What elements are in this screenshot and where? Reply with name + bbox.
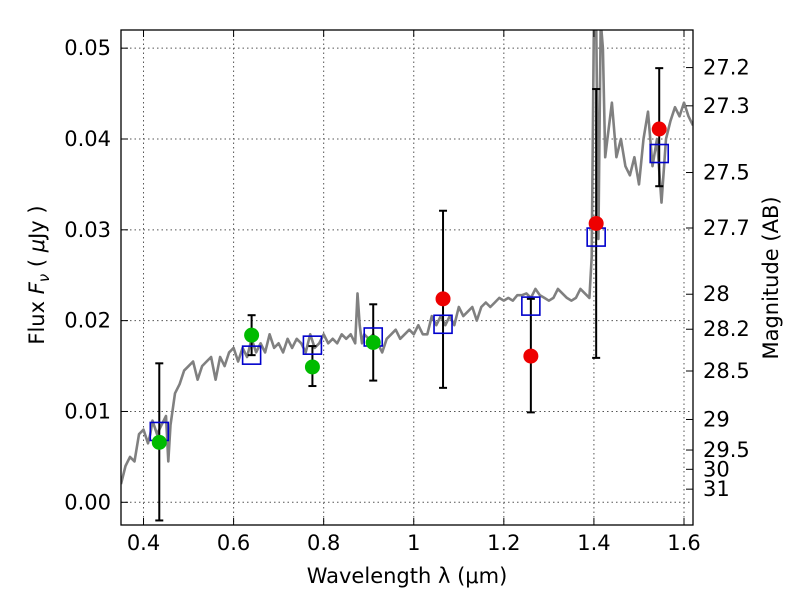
y-tick-label: 0.05 <box>64 36 111 60</box>
y-axis-title-mu: μ <box>25 239 49 253</box>
tick-labels: 0.4 0.6 0.8 1 1.2 1.4 1.6 0.00 0.01 0.02 0.03 0.04 0… <box>64 36 750 555</box>
observed-point-red <box>435 291 451 307</box>
x-tick-label: 1 <box>407 531 420 555</box>
y2-tick-label: 27.7 <box>703 216 750 240</box>
y2-tick-label: 27.2 <box>703 56 750 80</box>
model-photometry-square <box>433 314 453 335</box>
observed-point-green <box>151 434 167 450</box>
y2-tick-label: 28 <box>703 282 730 306</box>
y-tick-label: 0.01 <box>64 399 111 423</box>
y2-tick-label: 29 <box>703 407 730 431</box>
y2-tick-label: 27.3 <box>703 94 750 118</box>
observed-point-red <box>588 215 604 231</box>
x-tick-label: 1.2 <box>487 531 520 555</box>
y-tick-label: 0.04 <box>64 127 111 151</box>
y2-axis-title: Magnitude (AB) <box>759 196 783 359</box>
observed-point-red <box>651 121 667 137</box>
x-tick-label: 1.6 <box>667 531 700 555</box>
y2-tick-label: 30 <box>703 457 730 481</box>
x-tick-label: 0.8 <box>307 531 340 555</box>
y-tick-label: 0.00 <box>64 490 111 514</box>
model-photometry-square <box>521 296 541 316</box>
y-axis-title-nu: ν <box>35 274 53 282</box>
y2-tick-label: 29.5 <box>703 438 750 462</box>
observed-point-green <box>304 359 320 375</box>
x-tick-label: 1.4 <box>577 531 610 555</box>
y-tick-label: 0.02 <box>64 309 111 333</box>
x-axis-title: Wavelength λ (μm) <box>307 564 508 588</box>
model-photometry-square <box>302 335 323 355</box>
grid-lines <box>121 30 693 525</box>
y-axis-title-open: ( <box>25 252 49 274</box>
y2-tick-label: 31 <box>703 477 730 501</box>
data-markers <box>149 121 670 450</box>
y2-tick-label: 27.5 <box>703 161 750 185</box>
x-tick-label: 0.4 <box>127 531 160 555</box>
model-spectrum-line <box>121 30 693 485</box>
y-axis-title-flux: Flux <box>25 294 49 344</box>
y-tick-label: 0.03 <box>64 218 111 242</box>
observed-point-green <box>365 334 381 350</box>
y-axis-title: Flux Fν ( μJy ) <box>25 205 53 344</box>
y2-tick-label: 28.5 <box>703 359 750 383</box>
model-photometry-square <box>649 143 670 164</box>
observed-point-green <box>244 327 260 343</box>
y-axis-title-unit: Jy ) <box>25 205 49 241</box>
plot-area <box>121 30 693 522</box>
x-tick-label: 0.6 <box>217 531 250 555</box>
observed-point-red <box>523 348 539 364</box>
plot-frame <box>120 29 694 526</box>
axis-ticks <box>121 30 693 525</box>
y-axis-title-f: F <box>25 281 49 294</box>
model-photometry-square <box>241 345 262 365</box>
y2-tick-label: 28.2 <box>703 317 750 341</box>
